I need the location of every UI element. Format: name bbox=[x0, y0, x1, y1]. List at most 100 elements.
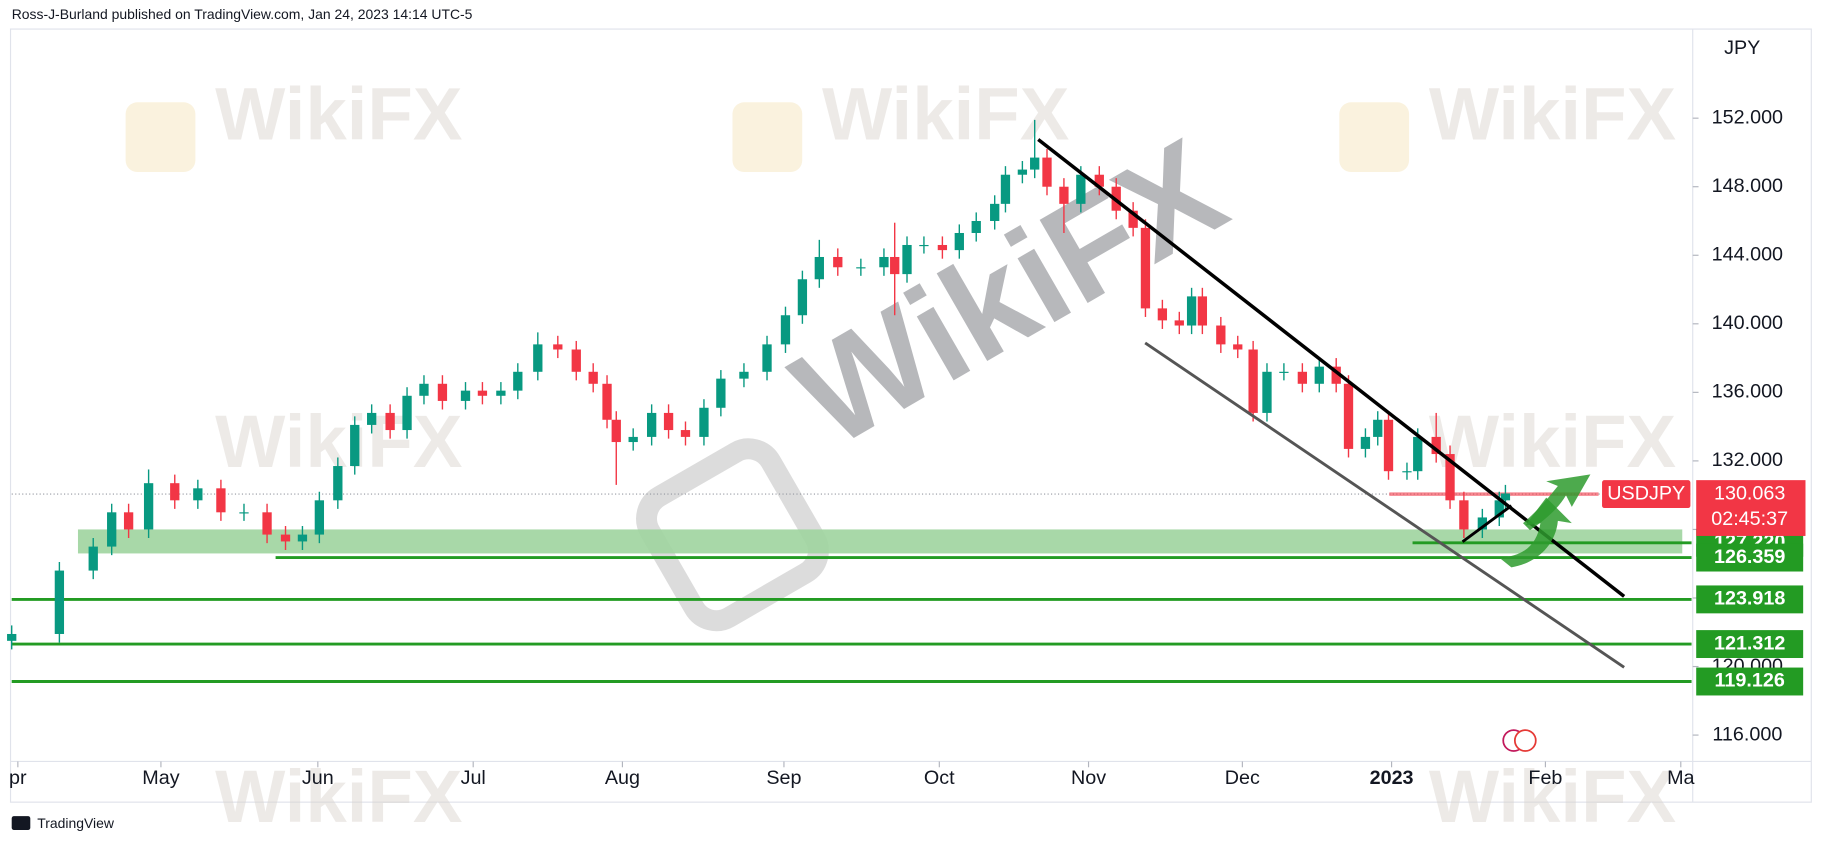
level-label: 126.359 bbox=[1714, 546, 1785, 568]
candle-body bbox=[739, 371, 749, 379]
candle-body bbox=[1186, 296, 1197, 326]
axes: 116.000120.000124.000128.000132.000136.0… bbox=[9, 106, 1806, 789]
candle-body bbox=[1157, 308, 1168, 321]
candle-body bbox=[533, 344, 543, 372]
candle-body bbox=[460, 390, 471, 401]
candle-body bbox=[663, 412, 674, 431]
watermark: WikiFX bbox=[822, 72, 1069, 155]
candle-body bbox=[954, 232, 964, 251]
y-tick-label: 136.000 bbox=[1712, 381, 1783, 403]
x-tick-label: pr bbox=[9, 767, 27, 789]
candle-body bbox=[7, 633, 17, 641]
candle-body bbox=[1373, 419, 1383, 437]
candle-body bbox=[367, 412, 377, 425]
y-axis-label: JPY bbox=[1724, 37, 1760, 59]
candle-body bbox=[780, 315, 791, 345]
candle-body bbox=[216, 488, 226, 513]
x-tick-label: Nov bbox=[1071, 767, 1106, 789]
trendline bbox=[1461, 504, 1513, 543]
candle-body bbox=[1431, 436, 1441, 455]
candle-body bbox=[716, 378, 726, 408]
candle-body bbox=[1445, 454, 1455, 501]
candle-body bbox=[1042, 157, 1052, 187]
candle-body bbox=[571, 349, 581, 372]
trendline bbox=[1144, 341, 1625, 669]
watermark-logo bbox=[636, 438, 829, 632]
watermark-logo bbox=[1339, 102, 1410, 173]
candle-body bbox=[1477, 517, 1487, 530]
candle-body bbox=[797, 279, 808, 316]
candle-body bbox=[54, 570, 65, 634]
candle-body bbox=[1174, 320, 1184, 326]
watermark: WikiFX bbox=[1429, 72, 1676, 155]
candle-body bbox=[262, 512, 272, 535]
watermark: WikiFX bbox=[215, 755, 462, 838]
support-zone bbox=[77, 529, 1683, 554]
candle-body bbox=[611, 419, 621, 443]
candle-body bbox=[628, 436, 638, 443]
candle-body bbox=[1076, 174, 1086, 204]
candle-body bbox=[879, 256, 889, 268]
candle-body bbox=[1297, 371, 1308, 384]
candle-body bbox=[437, 383, 448, 401]
candle-body bbox=[333, 466, 343, 501]
candle-body bbox=[1197, 296, 1208, 326]
candle-body bbox=[1140, 227, 1151, 309]
watermark-logo bbox=[125, 102, 196, 173]
candle-body bbox=[193, 488, 203, 501]
x-tick-label: Feb bbox=[1528, 767, 1562, 789]
candle-body bbox=[1000, 174, 1011, 204]
candle-body bbox=[107, 512, 117, 547]
candle-body bbox=[239, 512, 249, 514]
candle-body bbox=[890, 256, 900, 275]
countdown-label: 02:45:37 bbox=[1711, 508, 1788, 530]
watermark-logo bbox=[732, 102, 803, 173]
candle-body bbox=[88, 546, 98, 571]
candle-body bbox=[699, 407, 709, 437]
candle-body bbox=[402, 395, 412, 431]
candle-body bbox=[1343, 383, 1354, 449]
y-tick-label: 144.000 bbox=[1712, 243, 1783, 265]
candle-body bbox=[1017, 169, 1028, 175]
candle-body bbox=[971, 220, 981, 233]
levels-layer bbox=[11, 492, 1692, 683]
candle-body bbox=[1233, 344, 1243, 350]
candle-body bbox=[833, 256, 843, 268]
candle-body bbox=[1331, 366, 1341, 384]
y-tick-label: 140.000 bbox=[1712, 312, 1783, 334]
level-label-box bbox=[1696, 543, 1804, 572]
candle-body bbox=[646, 412, 657, 437]
candle-body bbox=[1094, 174, 1104, 187]
candle-body bbox=[170, 483, 180, 501]
candle-body bbox=[1248, 349, 1258, 413]
candle-body bbox=[1030, 157, 1040, 170]
candle-body bbox=[1216, 325, 1226, 345]
candle-body bbox=[990, 203, 1000, 221]
candle-body bbox=[553, 344, 563, 350]
candle-body bbox=[1314, 366, 1324, 384]
level-label-box bbox=[1696, 585, 1804, 614]
candle-body bbox=[385, 412, 395, 431]
candle-body bbox=[280, 534, 291, 542]
x-tick-label: Jun bbox=[302, 767, 334, 789]
candle-body bbox=[143, 483, 154, 530]
y-tick-label: 132.000 bbox=[1712, 449, 1783, 471]
candle-body bbox=[297, 534, 308, 542]
watermark: WikiFX bbox=[215, 72, 462, 155]
candle-body bbox=[588, 371, 598, 384]
last-price-box bbox=[1696, 480, 1806, 536]
x-tick-label: Jul bbox=[461, 767, 486, 789]
candle-body bbox=[123, 512, 134, 530]
y-tick-label: 152.000 bbox=[1712, 106, 1783, 128]
candle-body bbox=[1500, 493, 1511, 501]
level-label: 123.918 bbox=[1714, 588, 1785, 610]
watermark: WikiFX bbox=[1429, 400, 1676, 483]
level-label: 119.126 bbox=[1715, 670, 1785, 692]
symbol-box bbox=[1602, 480, 1691, 509]
candle-body bbox=[477, 390, 488, 396]
candles-layer bbox=[7, 119, 1511, 650]
arrow-icon bbox=[1499, 497, 1572, 568]
event-icon bbox=[1513, 729, 1537, 752]
y-tick-label: 116.000 bbox=[1712, 723, 1782, 745]
